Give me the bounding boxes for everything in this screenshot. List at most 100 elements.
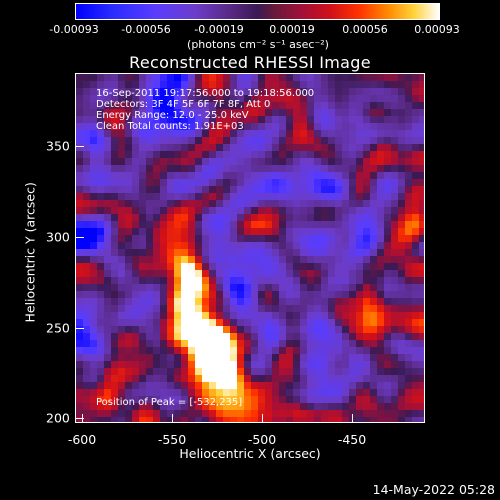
heatmap-cell — [307, 172, 315, 180]
heatmap-cell — [223, 375, 231, 383]
heatmap-cell — [272, 263, 280, 271]
heatmap-cell — [300, 340, 308, 348]
heatmap-cell — [251, 74, 259, 82]
heatmap-cell — [216, 403, 224, 411]
heatmap-cell — [384, 249, 392, 257]
heatmap-cell — [202, 214, 210, 222]
heatmap-cell — [153, 151, 161, 159]
heatmap-cell — [160, 263, 168, 271]
heatmap-cell — [90, 354, 98, 362]
heatmap-cell — [146, 326, 154, 334]
heatmap-cell — [111, 326, 119, 334]
heatmap-cell — [391, 95, 399, 103]
heatmap-cell — [370, 172, 378, 180]
heatmap-cell — [419, 186, 424, 194]
heatmap-cell — [307, 340, 315, 348]
heatmap-cell — [132, 144, 140, 152]
heatmap-cell — [314, 347, 322, 355]
heatmap-cell — [342, 284, 350, 292]
heatmap-cell — [314, 207, 322, 215]
heatmap-cell — [132, 256, 140, 264]
heatmap-cell — [237, 319, 245, 327]
heatmap-cell — [405, 158, 413, 166]
heatmap-cell — [160, 333, 168, 341]
heatmap-cell — [258, 109, 266, 117]
heatmap-cell — [342, 207, 350, 215]
heatmap-cell — [146, 249, 154, 257]
heatmap-cell — [160, 81, 168, 89]
heatmap-cell — [83, 130, 91, 138]
heatmap-cell — [146, 277, 154, 285]
heatmap-cell — [265, 389, 273, 397]
heatmap-cell — [265, 256, 273, 264]
heatmap-cell — [104, 284, 112, 292]
y-tick-mark — [75, 146, 84, 147]
heatmap-cell — [146, 354, 154, 362]
heatmap-cell — [272, 116, 280, 124]
heatmap-cell — [188, 340, 196, 348]
heatmap-cell — [125, 242, 133, 250]
heatmap-cell — [412, 319, 420, 327]
heatmap-cell — [321, 88, 329, 96]
heatmap-cell — [405, 410, 413, 418]
heatmap-cell — [293, 396, 301, 404]
heatmap-cell — [181, 263, 189, 271]
heatmap-cell — [195, 109, 203, 117]
heatmap-cell — [356, 158, 364, 166]
heatmap-cell — [328, 417, 336, 422]
heatmap-cell — [349, 361, 357, 369]
heatmap-cell — [174, 165, 182, 173]
heatmap-cell — [328, 312, 336, 320]
heatmap-cell — [363, 270, 371, 278]
heatmap-cell — [328, 102, 336, 110]
heatmap-cell — [195, 130, 203, 138]
heatmap-cell — [356, 368, 364, 376]
heatmap-cell — [216, 95, 224, 103]
heatmap-cell — [356, 88, 364, 96]
heatmap-cell — [118, 228, 126, 236]
heatmap-cell — [286, 389, 294, 397]
heatmap-cell — [279, 193, 287, 201]
heatmap-cell — [377, 74, 385, 82]
heatmap-cell — [244, 417, 252, 422]
heatmap-cell — [153, 88, 161, 96]
heatmap-cell — [167, 235, 175, 243]
heatmap-cell — [384, 263, 392, 271]
heatmap-cell — [111, 214, 119, 222]
heatmap-cell — [265, 298, 273, 306]
heatmap-cell — [244, 291, 252, 299]
heatmap-cell — [146, 305, 154, 313]
heatmap-cell — [244, 368, 252, 376]
heatmap-cell — [202, 249, 210, 257]
heatmap-cell — [139, 221, 147, 229]
heatmap-cell — [342, 123, 350, 131]
heatmap-cell — [314, 81, 322, 89]
heatmap-cell — [314, 95, 322, 103]
heatmap-cell — [167, 298, 175, 306]
heatmap-cell — [272, 179, 280, 187]
heatmap-cell — [363, 137, 371, 145]
heatmap-cell — [328, 249, 336, 257]
heatmap-cell — [272, 354, 280, 362]
heatmap-cell — [223, 179, 231, 187]
heatmap-cell — [286, 417, 294, 422]
heatmap-cell — [146, 214, 154, 222]
heatmap-cell — [321, 207, 329, 215]
heatmap-cell — [132, 214, 140, 222]
heatmap-cell — [363, 144, 371, 152]
info-line-time: 16-Sep-2011 19:17:56.000 to 19:18:56.000 — [96, 88, 315, 99]
heatmap-cell — [104, 109, 112, 117]
heatmap-cell — [405, 396, 413, 404]
heatmap-cell — [90, 375, 98, 383]
heatmap-cell — [391, 340, 399, 348]
heatmap-cell — [419, 193, 424, 201]
heatmap-cell — [188, 193, 196, 201]
heatmap-cell — [209, 270, 217, 278]
heatmap-cell — [195, 277, 203, 285]
heatmap-cell — [314, 410, 322, 418]
colorbar-tick: 0.00019 — [269, 23, 315, 36]
heatmap-cell — [272, 319, 280, 327]
heatmap-cell — [293, 158, 301, 166]
heatmap-cell — [97, 382, 105, 390]
heatmap-cell — [104, 200, 112, 208]
